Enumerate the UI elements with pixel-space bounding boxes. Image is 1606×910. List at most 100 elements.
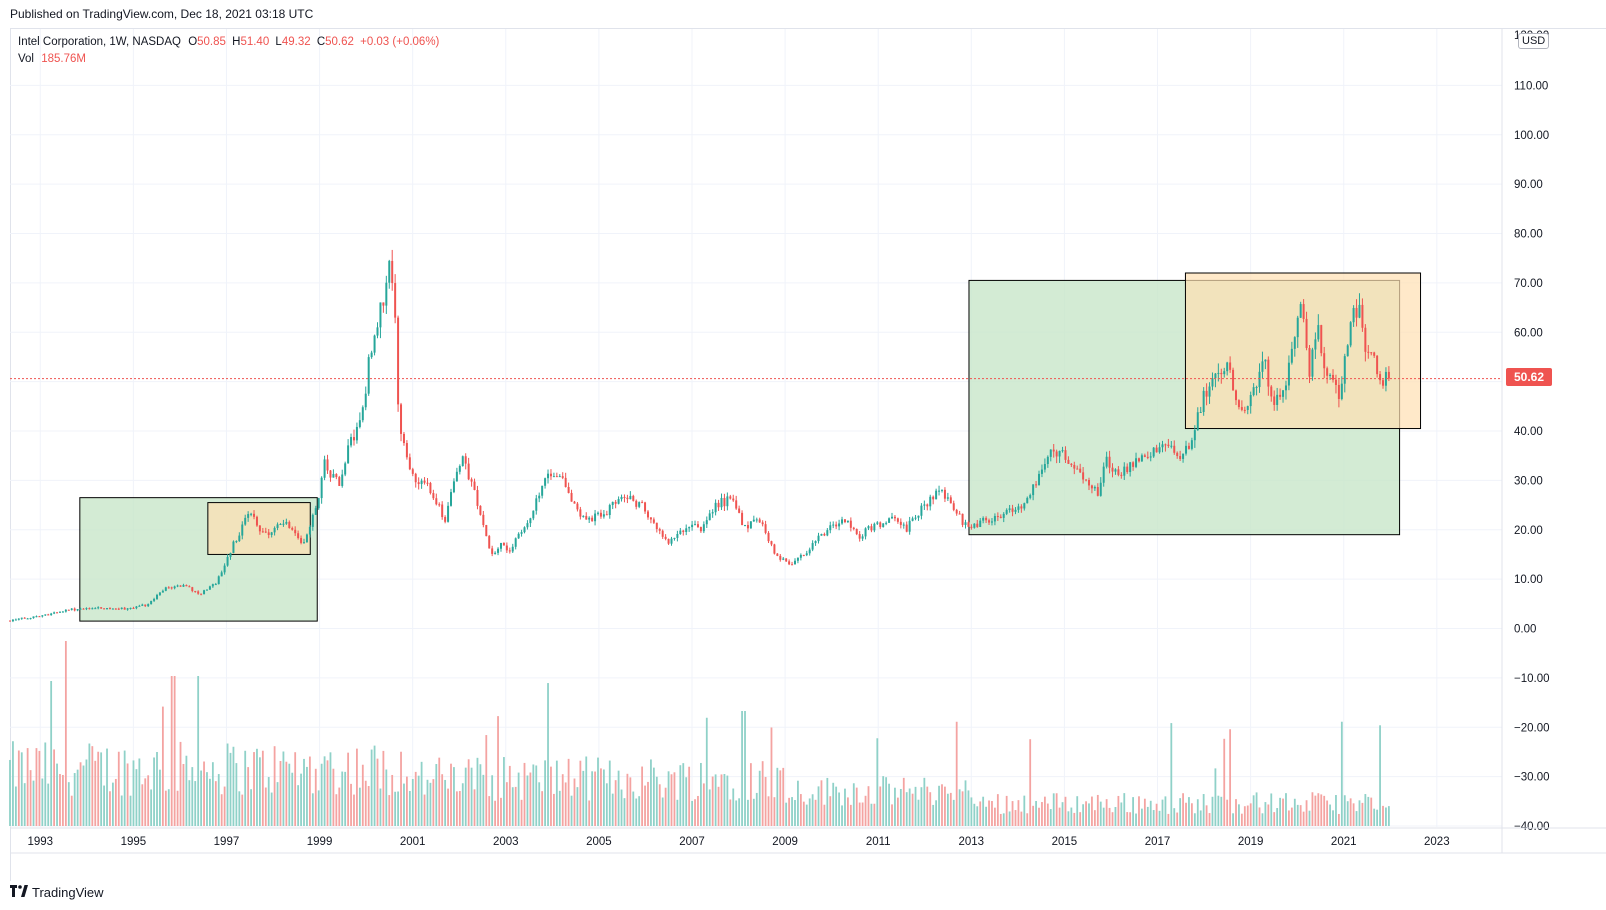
volume-bar xyxy=(1264,802,1267,826)
volume-bar xyxy=(414,771,417,826)
candle-body xyxy=(923,504,926,506)
volume-bar xyxy=(1167,813,1170,826)
volume-bar xyxy=(141,784,144,826)
tradingview-logo[interactable]: TradingView xyxy=(10,885,104,900)
candle-body xyxy=(1149,456,1152,458)
candle-body xyxy=(1096,487,1099,496)
volume-bar xyxy=(788,797,791,826)
volume-bar xyxy=(159,769,161,826)
volume-bar xyxy=(126,763,129,826)
candle-body xyxy=(58,611,61,613)
candle-body xyxy=(488,536,491,549)
volume-bar xyxy=(758,770,761,826)
candle-body xyxy=(308,526,311,535)
volume-bar xyxy=(347,752,350,826)
volume-bar xyxy=(1067,811,1070,826)
candle-body xyxy=(570,492,573,502)
volume-bar xyxy=(503,757,505,826)
volume-bar xyxy=(50,681,53,826)
volume-bar xyxy=(1235,799,1237,826)
volume-bar xyxy=(1223,738,1226,826)
candle-body xyxy=(497,548,500,553)
volume-bar xyxy=(876,738,879,826)
x-tick-label: 2021 xyxy=(1331,836,1357,848)
volume-bar xyxy=(270,792,273,826)
volume-bar xyxy=(20,752,23,826)
volume-bar xyxy=(23,783,26,826)
volume-bar xyxy=(523,762,526,826)
volume-bar xyxy=(1076,796,1079,826)
volume-bar xyxy=(1329,804,1331,826)
candle-body xyxy=(1361,304,1364,328)
volume-bar xyxy=(438,757,441,826)
volume-bar xyxy=(1161,799,1164,826)
volume-value: 185.76M xyxy=(41,53,86,65)
volume-bar xyxy=(1152,810,1155,826)
volume-bar xyxy=(535,765,538,826)
candle-body xyxy=(1270,386,1273,397)
candle-body xyxy=(1196,412,1199,431)
volume-bar xyxy=(888,783,890,826)
volume-bar xyxy=(179,741,182,826)
candle-body xyxy=(317,498,320,509)
volume-bar xyxy=(1255,792,1258,826)
volume-bar xyxy=(211,762,214,826)
candle-body xyxy=(1358,304,1361,318)
volume-bar xyxy=(1035,800,1037,826)
candle-body xyxy=(973,523,976,528)
volume-bar xyxy=(976,806,979,826)
volume-bar xyxy=(514,786,517,826)
volume-bar xyxy=(570,795,573,826)
candle-body xyxy=(1226,362,1229,372)
volume-bar xyxy=(391,774,394,826)
volume-bar xyxy=(1282,798,1284,826)
annotation-boxes xyxy=(79,272,1422,622)
volume-bar xyxy=(702,783,705,826)
volume-bar xyxy=(1196,799,1199,826)
volume-bar xyxy=(167,789,170,826)
candle-body xyxy=(1311,349,1314,377)
volume-bar xyxy=(823,804,826,826)
volume-bar xyxy=(776,767,779,826)
candle-body xyxy=(579,509,582,517)
volume-bar xyxy=(229,752,232,826)
volume-bar xyxy=(408,790,411,826)
candle-body xyxy=(611,501,614,506)
volume-bar xyxy=(1326,800,1329,826)
volume-bar xyxy=(908,788,911,826)
candle-body xyxy=(179,585,182,587)
candle-body xyxy=(829,525,832,531)
candle-body xyxy=(1355,307,1358,318)
volume-bar xyxy=(529,772,532,826)
y-tick-label: 40.00 xyxy=(1514,426,1543,438)
volume-bar xyxy=(1170,723,1173,826)
candle-body xyxy=(955,509,958,514)
volume-bar xyxy=(1143,798,1146,826)
candle-body xyxy=(858,534,861,539)
volume-bar xyxy=(879,786,882,826)
volume-bar xyxy=(1029,739,1032,826)
candle-body xyxy=(426,482,429,484)
candle-body xyxy=(938,490,941,492)
tradingview-logo-icon xyxy=(10,885,28,900)
volume-bar xyxy=(400,751,402,826)
candle-body xyxy=(705,520,708,525)
y-tick-label: 60.00 xyxy=(1514,327,1543,339)
candle-body xyxy=(993,516,996,522)
volume-bar xyxy=(282,751,285,826)
candle-body xyxy=(226,556,229,566)
volume-bar xyxy=(591,771,594,826)
volume-bar xyxy=(429,782,432,826)
candle-body xyxy=(1061,450,1064,452)
candle-body xyxy=(1305,318,1308,349)
open-label: O xyxy=(188,36,198,48)
volume-bar xyxy=(949,792,952,826)
candle-body xyxy=(464,456,467,464)
currency-badge[interactable]: USD xyxy=(1518,33,1550,49)
candle-body xyxy=(620,496,623,500)
candle-body xyxy=(447,505,450,522)
candle-body xyxy=(746,524,749,529)
x-tick-label: 2011 xyxy=(866,836,891,848)
candle-body xyxy=(1135,458,1138,467)
